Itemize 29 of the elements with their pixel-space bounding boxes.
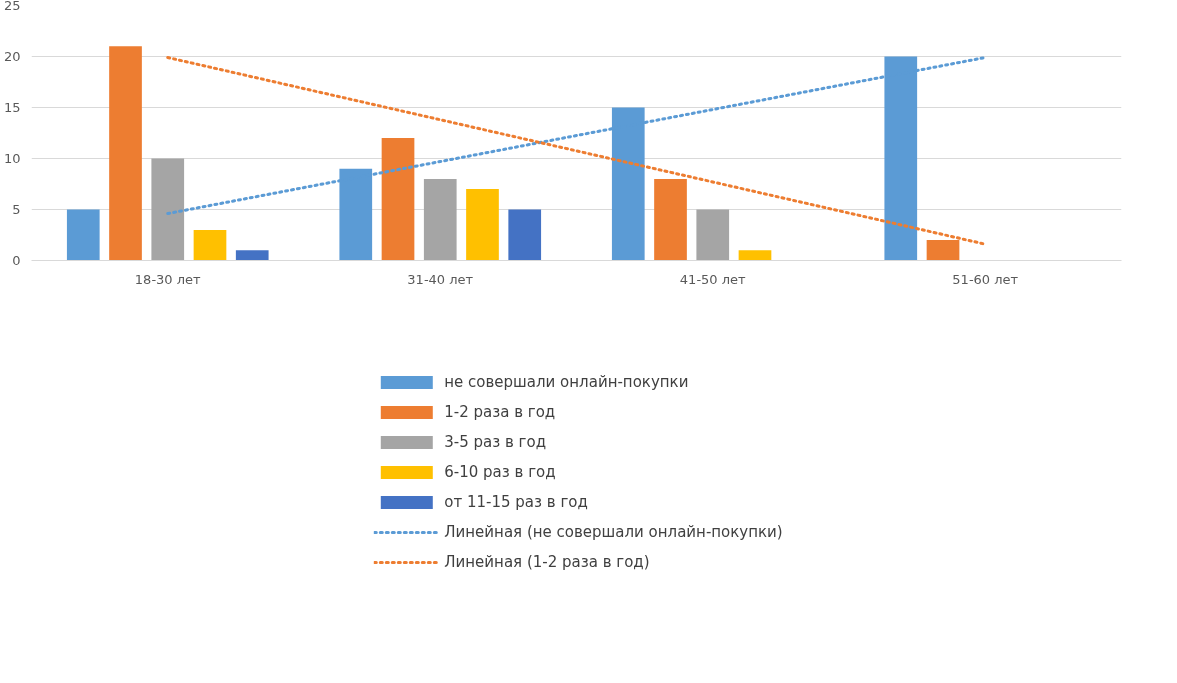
bar [738,250,772,261]
y-tick-label: 10 [3,151,21,166]
bar [696,209,730,261]
legend-label: Линейная (1-2 раза в год) [444,552,650,573]
x-tick-label: 18-30 лет [134,271,202,287]
x-tick-label: 41-50 лет [679,271,747,287]
legend-label: 3-5 раз в год [444,432,547,453]
bar [423,178,457,261]
y-tick-label: 15 [3,100,21,115]
bar [466,189,499,261]
bar [66,209,100,261]
y-tick-label: 0 [12,253,21,268]
legend-label: Линейная (не совершали онлайн-покупки) [444,522,783,543]
bar [109,46,142,261]
legend-label: от 11-15 раз в год [444,492,588,513]
legend-label: не совершали онлайн-покупки [444,372,689,393]
legend-label: 1-2 раза в год [444,402,556,423]
bar [508,209,542,261]
legend-label: 6-10 раз в год [444,462,556,483]
bar [381,138,415,261]
x-tick-label: 51-60 лет [952,271,1019,287]
x-tick-label: 31-40 лет [407,271,474,287]
y-tick-label: 20 [3,49,21,64]
y-tick-label: 5 [12,202,21,217]
bar [235,250,269,261]
bar [193,229,227,261]
y-tick-label: 25 [3,0,21,13]
bar [654,178,687,261]
bar [151,158,185,261]
